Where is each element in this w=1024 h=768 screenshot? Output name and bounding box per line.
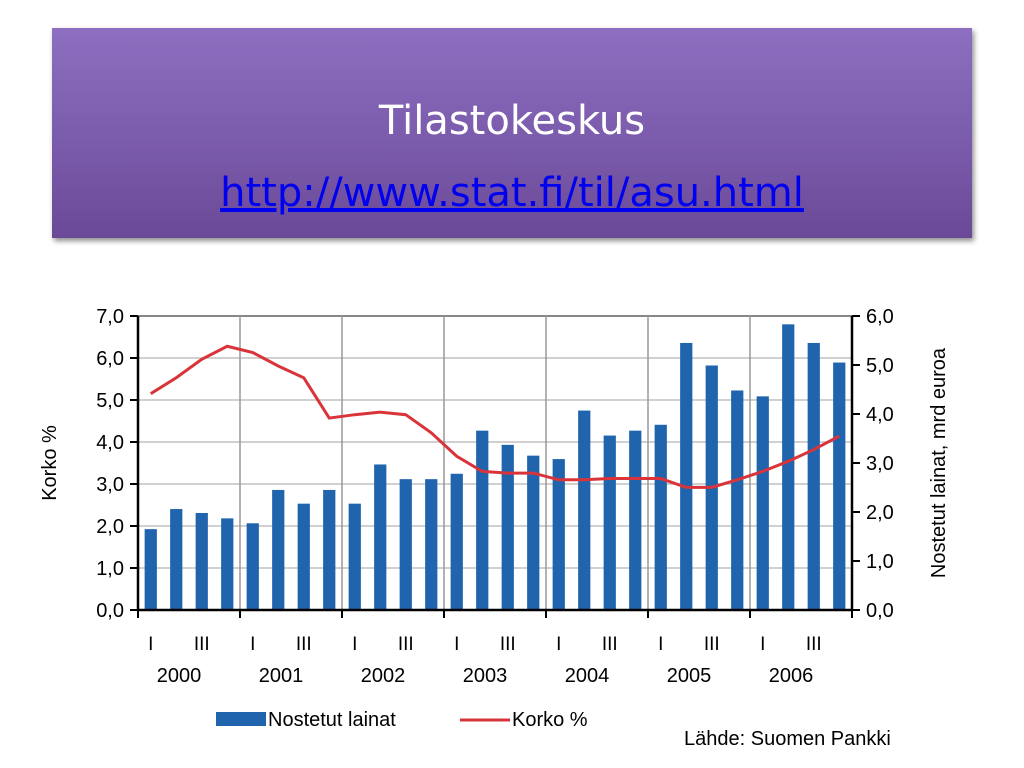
bar-nostetut-lainat	[731, 390, 744, 610]
x-quarter-label: I	[454, 634, 459, 655]
bar-nostetut-lainat	[348, 503, 361, 610]
bar-nostetut-lainat	[144, 529, 157, 610]
bar-nostetut-lainat	[297, 503, 310, 610]
x-quarter-label: III	[806, 634, 822, 655]
y-tick-label-left: 3,0	[96, 474, 124, 496]
bar-nostetut-lainat	[221, 518, 234, 610]
x-year-label: 2000	[157, 665, 202, 687]
y-tick-label-left: 4,0	[96, 432, 124, 454]
x-quarter-label: III	[296, 634, 312, 655]
bar-nostetut-lainat	[782, 324, 795, 610]
bar-nostetut-lainat	[323, 489, 336, 610]
bar-nostetut-lainat	[552, 459, 565, 610]
y-tick-label-left: 1,0	[96, 558, 124, 580]
bar-nostetut-lainat	[756, 396, 769, 610]
x-year-label: 2002	[361, 665, 406, 687]
y-tick-label-right: 5,0	[866, 355, 894, 377]
bar-nostetut-lainat	[501, 444, 514, 610]
y-axis-label-left: Korko %	[39, 425, 61, 501]
x-quarter-label: I	[148, 634, 153, 655]
legend-bar-swatch	[216, 712, 266, 726]
bar-nostetut-lainat	[527, 455, 540, 610]
bar-nostetut-lainat	[425, 479, 438, 610]
x-year-label: 2003	[463, 665, 508, 687]
bar-nostetut-lainat	[603, 435, 616, 610]
x-quarter-label: I	[556, 634, 561, 655]
y-tick-label-left: 6,0	[96, 348, 124, 370]
bar-nostetut-lainat	[374, 464, 387, 610]
slide-title: Tilastokeskus	[378, 98, 646, 144]
legend-label: Nostetut lainat	[268, 709, 396, 731]
x-quarter-label: I	[250, 634, 255, 655]
legend-label: Korko %	[512, 709, 588, 731]
bar-nostetut-lainat	[578, 410, 591, 610]
bar-nostetut-lainat	[450, 473, 463, 610]
y-tick-label-right: 1,0	[866, 551, 894, 573]
title-banner: Tilastokeskus http://www.stat.fi/til/asu…	[52, 28, 972, 238]
bar-nostetut-lainat	[833, 362, 846, 610]
y-tick-label-left: 0,0	[96, 600, 124, 622]
x-year-label: 2005	[667, 665, 712, 687]
y-tick-label-left: 2,0	[96, 516, 124, 538]
x-quarter-label: III	[704, 634, 720, 655]
bar-nostetut-lainat	[807, 342, 820, 610]
source-note: Lähde: Suomen Pankki	[684, 728, 891, 750]
bar-nostetut-lainat	[272, 489, 285, 610]
x-quarter-label: I	[760, 634, 765, 655]
bar-nostetut-lainat	[399, 479, 412, 610]
x-quarter-label: I	[658, 634, 663, 655]
y-tick-label-left: 7,0	[96, 306, 124, 328]
bar-nostetut-lainat	[170, 509, 183, 610]
x-quarter-label: III	[194, 634, 210, 655]
y-tick-label-right: 0,0	[866, 600, 894, 622]
x-year-label: 2001	[259, 665, 304, 687]
line-korko	[149, 344, 840, 489]
bar-nostetut-lainat	[680, 342, 693, 610]
y-tick-label-right: 2,0	[866, 502, 894, 524]
y-tick-label-right: 3,0	[866, 453, 894, 475]
x-quarter-label: III	[398, 634, 414, 655]
y-axis-label-right: Nostetut lainat, mrd euroa	[928, 347, 950, 578]
bar-nostetut-lainat	[195, 512, 208, 610]
y-tick-label-left: 5,0	[96, 390, 124, 412]
y-tick-label-right: 4,0	[866, 404, 894, 426]
bar-nostetut-lainat	[476, 430, 489, 610]
bar-nostetut-lainat	[629, 430, 642, 610]
x-quarter-label: III	[500, 634, 516, 655]
stat-link[interactable]: http://www.stat.fi/til/asu.html	[220, 170, 804, 216]
x-quarter-label: III	[602, 634, 618, 655]
x-year-label: 2006	[769, 665, 814, 687]
y-tick-label-right: 6,0	[866, 306, 894, 328]
x-year-label: 2004	[565, 665, 610, 687]
x-quarter-label: I	[352, 634, 357, 655]
bar-nostetut-lainat	[246, 523, 259, 610]
bar-nostetut-lainat	[654, 424, 667, 610]
